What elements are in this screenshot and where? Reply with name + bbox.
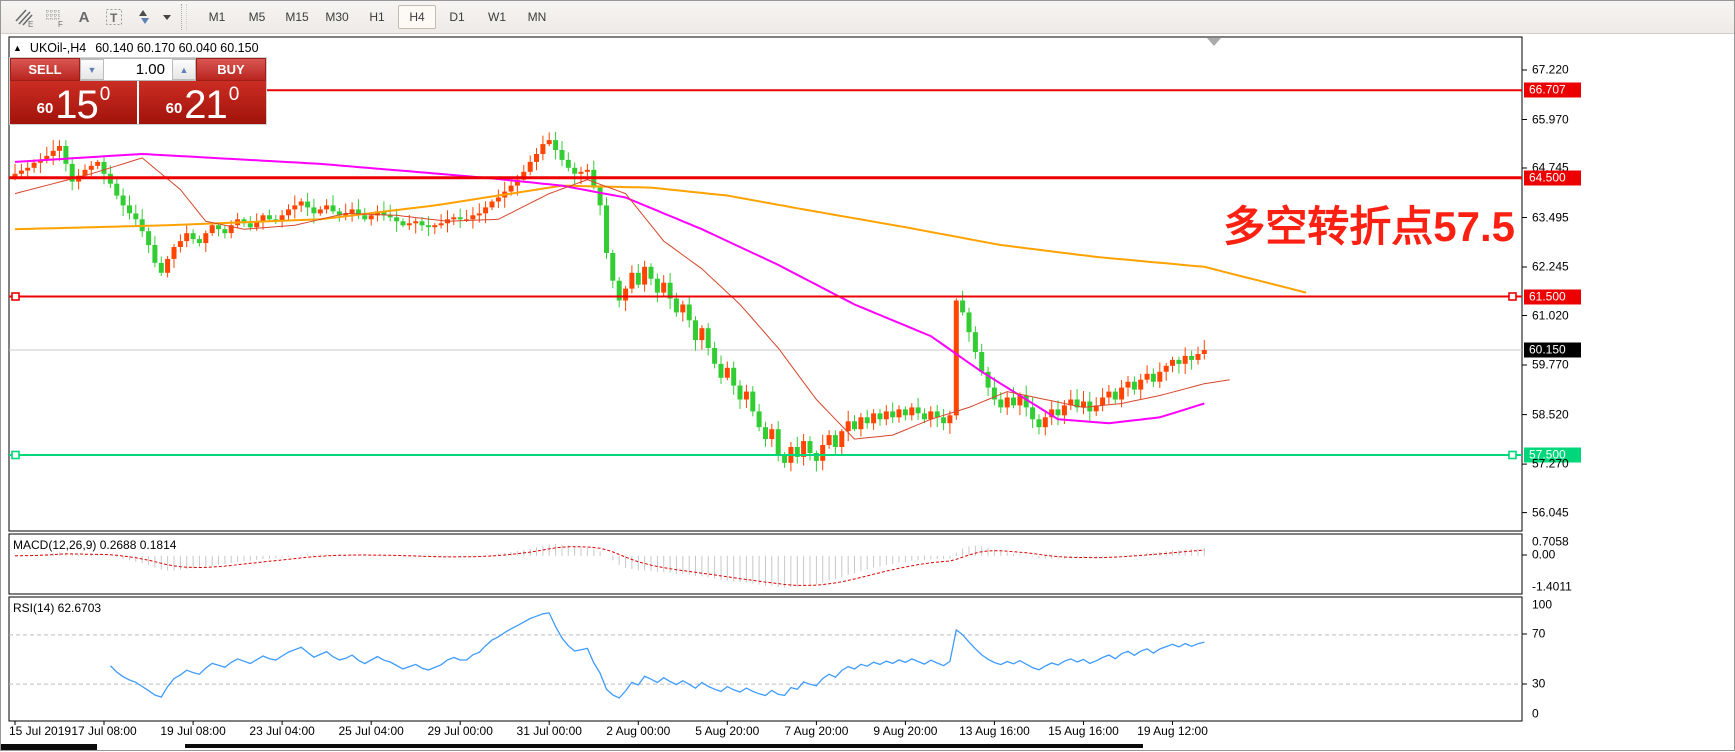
time-axis-label: 13 Aug 16:00 <box>959 724 1030 738</box>
timeframe-button-M1[interactable]: M1 <box>208 10 226 24</box>
price-axis-label: 59.770 <box>1532 357 1569 372</box>
volume-input[interactable] <box>104 59 172 80</box>
buy-price-display[interactable]: 60 21 0 <box>139 81 266 125</box>
top-toolbar: E F A T M1 M5 M15 M30 H1 H4 D1 W1 MN <box>1 1 1734 34</box>
price-axis-label-red: 66.707 <box>1524 82 1581 98</box>
toolbar-grip[interactable] <box>181 4 187 30</box>
cycle-objects-icon[interactable] <box>129 4 159 30</box>
rsi-axis-label: 30 <box>1532 676 1546 691</box>
timeframe-button-D1[interactable]: D1 <box>449 10 465 24</box>
rsi-axis-label: 100 <box>1532 597 1553 612</box>
macd-indicator-label: MACD(12,26,9) 0.2688 0.1814 <box>13 538 177 552</box>
time-axis-label: 23 Jul 04:00 <box>249 724 315 738</box>
time-axis-label: 31 Jul 00:00 <box>516 724 582 738</box>
price-axis-label: 56.045 <box>1532 505 1569 520</box>
time-axis-label: 19 Jul 08:00 <box>160 724 226 738</box>
volume-increment-icon[interactable]: ▲ <box>172 59 196 80</box>
text-label-icon[interactable]: A <box>78 8 90 26</box>
timeframe-toolbar: M1 M5 M15 M30 H1 H4 D1 W1 MN <box>197 5 557 29</box>
rsi-indicator-label: RSI(14) 62.6703 <box>13 601 102 615</box>
dropdown-caret-icon[interactable] <box>159 4 173 30</box>
timeframe-button-M30[interactable]: M30 <box>325 10 349 24</box>
timeframe-button-M5[interactable]: M5 <box>248 10 266 24</box>
time-axis-label: 2 Aug 00:00 <box>606 724 671 738</box>
svg-text:T: T <box>110 11 118 25</box>
price-axis-label: 65.970 <box>1532 112 1569 126</box>
volume-stepper: ▼ ▲ <box>80 58 196 81</box>
price-axis-label-green: 57.500 <box>1524 447 1581 463</box>
chart-text-annotation[interactable]: 多空转折点57.5 <box>1223 203 1515 250</box>
price-axis-label-red: 61.500 <box>1524 289 1581 305</box>
price-axis-label: 57.270 <box>1532 456 1569 471</box>
timeframe-button-W1[interactable]: W1 <box>488 10 506 24</box>
time-axis-label: 19 Aug 12:00 <box>1137 724 1208 738</box>
grid-fibonacci-icon[interactable]: F <box>39 4 69 30</box>
time-axis-label: 29 Jul 00:00 <box>427 724 493 738</box>
time-axis-label: 25 Jul 04:00 <box>338 724 404 738</box>
volume-decrement-icon[interactable]: ▼ <box>80 59 104 80</box>
sell-price-display[interactable]: 60 15 0 <box>10 81 137 125</box>
rsi-axis-label: 0 <box>1532 706 1539 721</box>
draw-lines-icon[interactable]: E <box>9 4 39 30</box>
timeframe-button-M15[interactable]: M15 <box>285 10 309 24</box>
time-axis-label: 15 Jul 2019 <box>9 724 72 738</box>
buy-button[interactable]: BUY <box>196 58 266 81</box>
time-axis-label: 17 Jul 08:00 <box>71 724 137 738</box>
price-axis-label-current: 60.150 <box>1524 342 1581 358</box>
svg-text:E: E <box>28 20 33 28</box>
svg-text:F: F <box>58 20 63 28</box>
price-axis-label: 62.245 <box>1532 259 1569 274</box>
timeframe-button-MN[interactable]: MN <box>527 10 547 24</box>
price-axis-label: 63.495 <box>1532 210 1569 225</box>
price-axis-label: 58.520 <box>1532 407 1569 422</box>
price-axis-label-red: 64.500 <box>1524 170 1581 186</box>
collapse-panel-icon[interactable]: ▲ <box>13 43 22 53</box>
macd-axis-label: -1.4011 <box>1532 579 1572 594</box>
chart-title: ▲ UKOil-,H4 60.140 60.170 60.040 60.150 <box>13 41 259 55</box>
sell-button[interactable]: SELL <box>10 58 80 81</box>
macd-axis-label: 0.00 <box>1532 547 1556 562</box>
macd-axis-label: 0.7058 <box>1532 534 1569 549</box>
time-axis-label: 9 Aug 20:00 <box>873 724 938 738</box>
time-axis-label: 15 Aug 16:00 <box>1048 724 1119 738</box>
price-axis-label: 61.020 <box>1532 308 1569 323</box>
time-axis-label: 5 Aug 20:00 <box>695 724 760 738</box>
symbol-label: UKOil-,H4 <box>29 41 87 55</box>
timeframe-button-H1[interactable]: H1 <box>369 10 385 24</box>
price-axis-label: 67.220 <box>1532 62 1569 77</box>
rsi-axis-label: 70 <box>1532 626 1546 641</box>
timeframe-button-H4[interactable]: H4 <box>398 5 436 29</box>
text-box-icon[interactable]: T <box>99 4 129 30</box>
time-axis-label: 7 Aug 20:00 <box>784 724 849 738</box>
ohlc-readout: 60.140 60.170 60.040 60.150 <box>95 41 259 55</box>
